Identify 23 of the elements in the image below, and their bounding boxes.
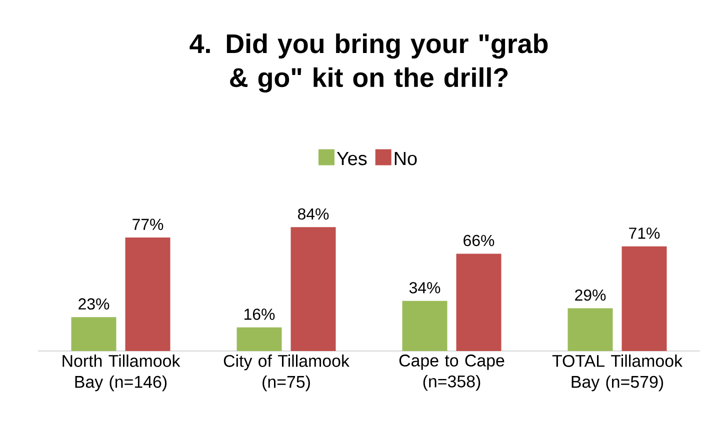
data-label: 84% [298, 208, 329, 220]
bar [125, 237, 170, 351]
x-tick-label: City of Tillamook (n=75) [224, 354, 350, 392]
bar [456, 254, 502, 351]
bar [568, 308, 613, 351]
data-label: 66% [464, 234, 494, 246]
bar [71, 317, 116, 351]
x-tick-label: North Tillamook Bay (n=146) [62, 354, 180, 392]
data-label: 34% [409, 282, 440, 294]
x-tick-label: TOTAL Tillamook Bay (n=579) [552, 354, 683, 392]
chart-title: 4. Did you bring your "grab & go" kit on the drill? [190, 33, 548, 93]
bar [402, 300, 448, 351]
legend-label: No [394, 152, 417, 166]
bar [236, 327, 282, 351]
data-label: 23% [78, 298, 110, 310]
data-label: 71% [629, 228, 660, 239]
bar [622, 246, 667, 351]
data-label: 29% [575, 289, 606, 301]
x-tick-label: Cape to Cape (n=358) [399, 354, 504, 391]
data-label: 16% [244, 308, 275, 320]
legend-label: Yes [336, 152, 367, 166]
data-label: 77% [132, 218, 164, 230]
bar [290, 227, 336, 351]
